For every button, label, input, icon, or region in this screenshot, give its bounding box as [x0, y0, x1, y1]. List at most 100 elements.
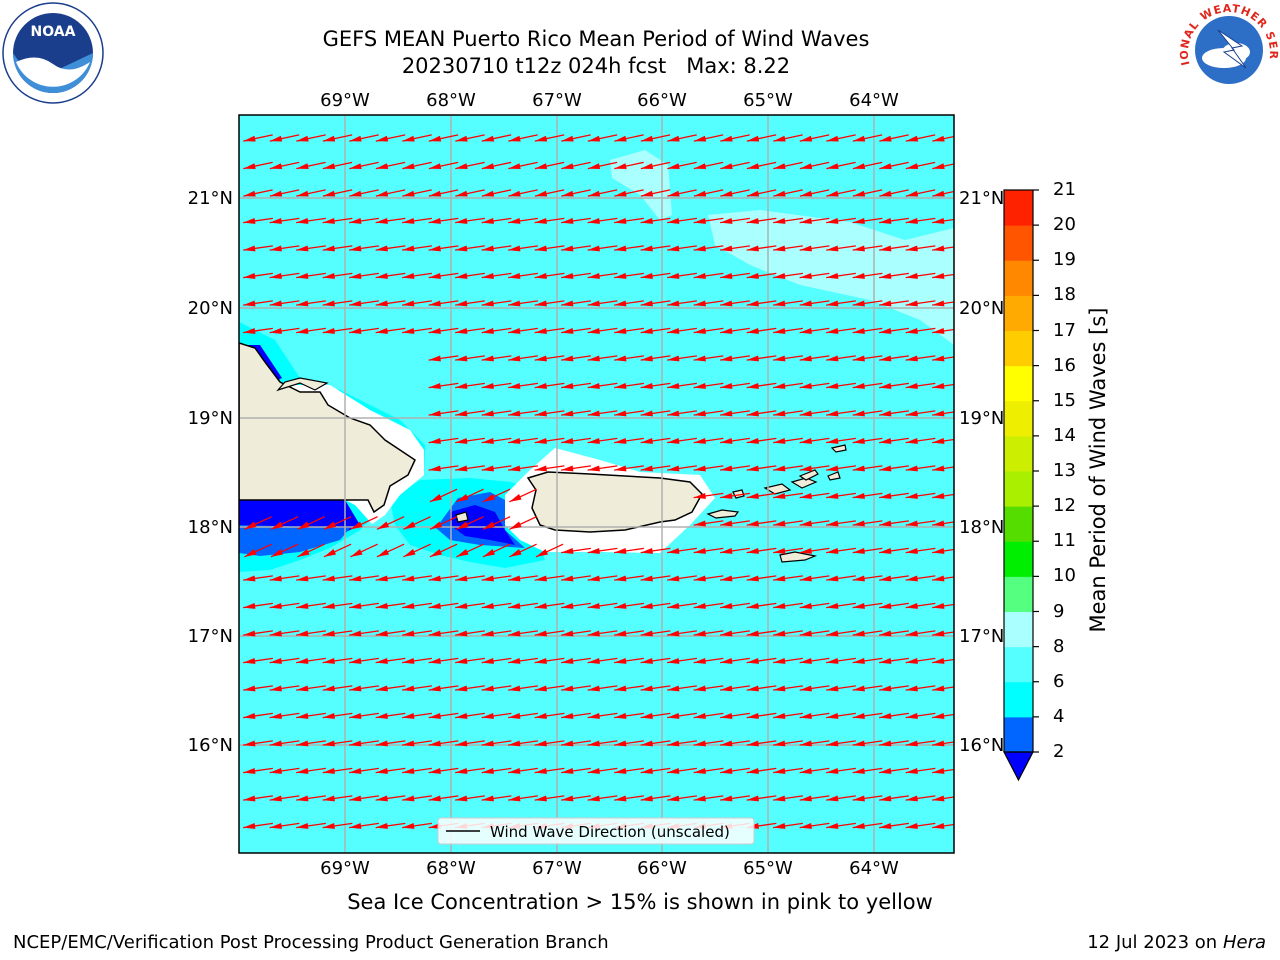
wind-wave-arrow	[243, 161, 273, 170]
wind-wave-arrow	[322, 630, 353, 637]
wind-wave-arrow	[852, 161, 883, 170]
wind-wave-arrow	[932, 822, 954, 829]
wind-wave-arrow	[428, 189, 459, 197]
wind-wave-arrow	[508, 657, 538, 664]
wind-wave-arrow	[509, 488, 537, 503]
wind-wave-arrow	[534, 437, 565, 444]
wind-wave-arrow	[375, 217, 406, 224]
wind-wave-arrow	[905, 327, 936, 334]
wind-wave-arrow	[508, 575, 538, 582]
wind-wave-arrow	[402, 685, 432, 692]
colorbar-level-label: 19	[1053, 249, 1076, 271]
wind-wave-arrow	[243, 217, 273, 224]
wind-wave-arrow	[534, 657, 565, 664]
wind-wave-arrow	[349, 630, 379, 637]
wind-wave-arrow	[852, 630, 883, 637]
wind-wave-arrow	[296, 161, 326, 170]
wind-wave-arrow	[826, 410, 856, 417]
wind-wave-arrow	[879, 217, 909, 224]
wind-wave-arrow	[508, 767, 538, 774]
sea-ice-caption: Sea Ice Concentration > 15% is shown in …	[347, 890, 933, 914]
wind-wave-arrow	[693, 575, 724, 582]
colorbar-level-label: 9	[1053, 600, 1065, 622]
wind-wave-arrow	[614, 300, 644, 307]
wind-wave-arrow	[243, 630, 273, 637]
wind-wave-arrow	[587, 300, 618, 307]
wind-wave-arrow	[349, 740, 379, 747]
wind-wave-arrow	[693, 300, 724, 307]
wind-wave-arrow	[561, 300, 591, 307]
wind-wave-arrow	[428, 575, 459, 582]
wind-wave-arrow	[587, 245, 618, 252]
wind-wave-arrow	[693, 134, 724, 142]
wind-wave-arrow	[269, 245, 300, 252]
wind-wave-arrow	[773, 520, 803, 527]
wind-wave-arrow	[534, 245, 565, 252]
wind-wave-arrow	[322, 300, 353, 307]
wind-wave-arrow	[296, 630, 326, 637]
wind-wave-arrow	[561, 740, 591, 747]
wind-wave-arrow	[481, 630, 512, 637]
wind-wave-arrow	[456, 543, 484, 558]
wind-wave-arrow	[243, 712, 273, 719]
lat-label-left: 21°N	[188, 188, 233, 209]
wind-wave-arrow	[826, 300, 856, 307]
wind-wave-arrow	[269, 740, 300, 747]
nws-logo-icon: NATIONAL WEATHER SERVICE	[1178, 0, 1279, 98]
wind-wave-arrow	[773, 437, 803, 444]
lon-label-top: 65°W	[743, 90, 793, 111]
wind-wave-arrow	[534, 355, 565, 362]
wind-wave-arrow	[852, 547, 883, 554]
lat-label-right: 18°N	[959, 517, 1004, 538]
wind-wave-arrow	[799, 465, 830, 472]
wind-wave-arrow	[455, 685, 485, 692]
wind-wave-arrow	[481, 245, 512, 252]
wind-wave-arrow	[428, 602, 459, 609]
wind-wave-arrow	[375, 245, 406, 252]
wind-wave-arrow	[667, 410, 697, 417]
wind-wave-arrow	[614, 740, 644, 747]
wind-wave-arrow	[481, 300, 512, 307]
wind-wave-arrow	[428, 465, 459, 472]
wind-wave-arrow	[667, 437, 697, 444]
wind-wave-arrow	[640, 189, 671, 197]
colorbar-segment	[1004, 716, 1033, 753]
wind-wave-arrow	[693, 327, 724, 334]
wind-wave-arrow	[879, 465, 909, 472]
colorbar-segment	[1004, 681, 1033, 718]
wind-wave-arrow	[640, 410, 671, 417]
wind-wave-arrow	[746, 712, 777, 719]
wind-wave-arrow	[693, 355, 724, 362]
wind-wave-arrow	[375, 134, 406, 142]
wind-wave-arrow	[296, 575, 326, 582]
wind-wave-arrow	[456, 488, 484, 503]
lon-label-top: 69°W	[320, 90, 370, 111]
wind-wave-arrow	[799, 300, 830, 307]
wind-wave-arrow	[826, 767, 856, 774]
wind-wave-arrow	[773, 134, 803, 142]
colorbar-title: Mean Period of Wind Waves [s]	[1086, 307, 1110, 633]
wind-wave-arrow	[455, 189, 485, 197]
wind-wave-arrow	[323, 543, 352, 558]
wind-wave-arrow	[826, 327, 856, 334]
wind-wave-arrow	[375, 795, 406, 802]
wind-wave-arrow	[693, 520, 724, 527]
wind-wave-arrow	[508, 740, 538, 747]
wind-wave-arrow	[561, 355, 591, 362]
wind-wave-arrow	[879, 712, 909, 719]
wind-wave-arrow	[243, 245, 273, 252]
wind-wave-arrow	[905, 685, 936, 692]
wind-wave-arrow	[587, 740, 618, 747]
wind-wave-arrow	[826, 245, 856, 252]
wind-wave-arrow	[667, 657, 697, 664]
wind-wave-arrow	[720, 740, 750, 747]
wind-wave-arrow	[455, 217, 485, 224]
vieques-land	[706, 509, 740, 519]
wind-wave-arrow	[296, 822, 326, 829]
wind-wave-arrow	[482, 543, 511, 558]
wind-wave-arrow	[269, 795, 300, 802]
wind-wave-arrow	[270, 516, 299, 530]
wind-wave-arrow	[455, 575, 485, 582]
colorbar-level-label: 17	[1053, 319, 1076, 341]
wind-wave-arrow	[349, 161, 379, 170]
